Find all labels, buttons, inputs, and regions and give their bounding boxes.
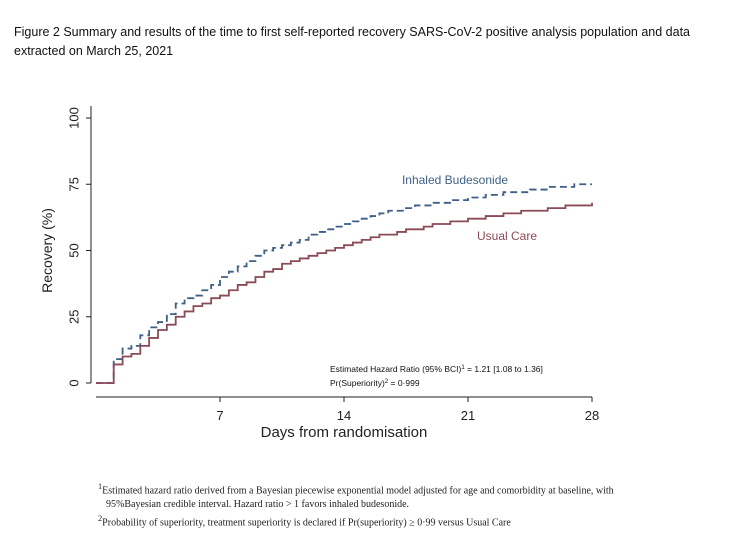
y-tick-label-25: 25 — [66, 310, 81, 324]
x-tick-label-28: 28 — [585, 408, 599, 423]
x-tick-label-21: 21 — [461, 408, 475, 423]
footnote-1-text: Estimated hazard ratio derived from a Ba… — [102, 485, 614, 497]
hazard-ratio-value: = 1.21 [1.08 to 1.36] — [465, 364, 543, 374]
footnote-1-continued: 95%Bayesian credible interval. Hazard ra… — [106, 499, 410, 511]
figure-caption: Figure 2 Summary and results of the time… — [14, 25, 691, 58]
y-tick-label-75: 75 — [66, 177, 81, 191]
footnote-2: 2Probability of superiority, treatment s… — [98, 512, 698, 530]
series-label-usual-care: Usual Care — [477, 229, 537, 243]
superiority-sup: 2 — [385, 379, 389, 385]
y-tick-label-50: 50 — [66, 243, 81, 257]
chart-labels: Inhaled Budesonide Usual Care Estimated Ha… — [330, 173, 543, 388]
chart-series — [96, 183, 593, 384]
x-axis-label: Days from randomisation — [261, 424, 428, 441]
footnote-2-marker: 2 — [98, 514, 103, 524]
footnote-1-marker: 1 — [98, 482, 103, 491]
footnote-2-text: Probability of superiority, treatment su… — [102, 517, 511, 529]
y-axis-label: Recovery (%) — [39, 208, 55, 293]
hazard-ratio-label: Estimated Hazard Ratio (95% BCI) — [330, 364, 461, 374]
x-tick-label-14: 14 — [337, 408, 351, 423]
superiority-label: Pr(Superiority) — [330, 378, 385, 388]
x-tick-label-7: 7 — [216, 408, 223, 423]
hazard-ratio-sup: 1 — [461, 365, 465, 371]
series-line-usual-care — [96, 202, 593, 384]
series-label-inhaled-budesonide: Inhaled Budesonide — [402, 173, 508, 187]
hazard-ratio-annotation: Estimated Hazard Ratio (95% BCI)1 = 1.21… — [330, 364, 543, 374]
footnote-1: 1Estimated hazard ratio derived from a B… — [98, 480, 698, 498]
superiority-annotation: Pr(Superiority)2 = 0·999 — [330, 378, 420, 388]
superiority-value: = 0·999 — [388, 378, 420, 388]
y-tick-label-0: 0 — [66, 379, 81, 386]
y-tick-label-100: 100 — [66, 107, 81, 129]
footnotes: 1Estimated hazard ratio derived from a B… — [98, 480, 698, 531]
series-line-inhaled-budesonide — [96, 183, 592, 384]
